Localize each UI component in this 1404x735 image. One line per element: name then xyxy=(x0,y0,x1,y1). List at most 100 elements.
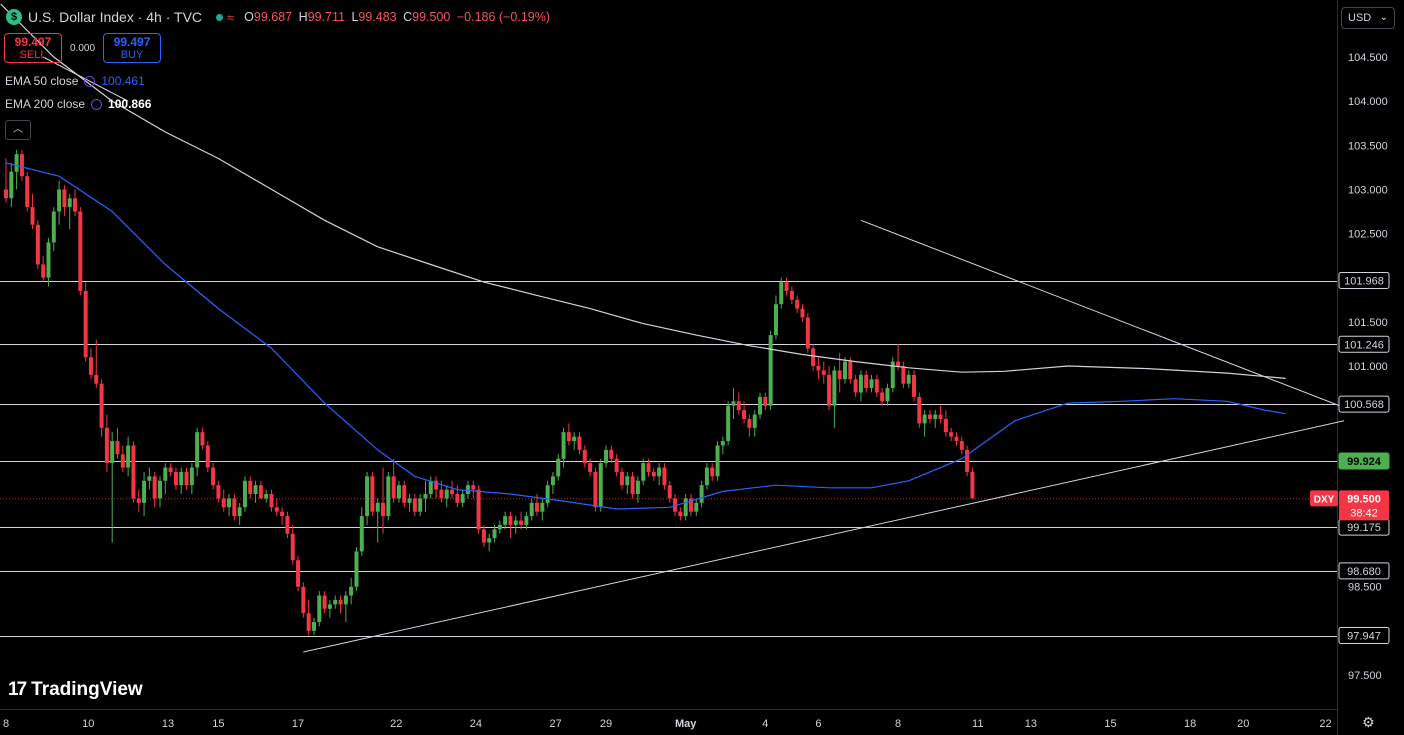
y-tick-label: 104.000 xyxy=(1348,96,1388,108)
candle-body xyxy=(720,441,725,446)
level-tag-box xyxy=(1338,562,1390,580)
gear-icon[interactable]: ⚙ xyxy=(1362,714,1375,730)
candle-body xyxy=(142,480,147,503)
candle xyxy=(758,392,763,419)
candle-body xyxy=(248,480,253,495)
candle xyxy=(736,392,741,415)
y-tick-label: 97.500 xyxy=(1348,670,1382,682)
candle xyxy=(296,555,301,592)
candle xyxy=(301,582,306,618)
candle xyxy=(327,599,332,618)
candle xyxy=(864,370,869,393)
candle xyxy=(444,485,449,508)
candle xyxy=(46,237,51,287)
candle-body xyxy=(731,401,736,406)
candle xyxy=(460,489,465,508)
candle-body xyxy=(301,586,306,614)
sell-button[interactable]: 99.497 SELL xyxy=(4,33,62,63)
ema200-legend[interactable]: EMA 200 close 100.866 xyxy=(5,97,151,111)
level-tag: 101.968 xyxy=(1338,272,1390,290)
candle-body xyxy=(195,432,200,468)
candle-body xyxy=(147,476,152,481)
candle xyxy=(152,471,157,508)
candle-body xyxy=(837,370,842,380)
candle-body xyxy=(795,299,800,309)
x-tick-label: 11 xyxy=(972,718,983,730)
level-tag-label: 97.947 xyxy=(1347,631,1381,643)
candle-body xyxy=(269,494,274,508)
candle xyxy=(311,617,316,636)
candle xyxy=(290,524,295,565)
ohlc-high-key: H xyxy=(298,10,308,24)
candle-body xyxy=(747,418,752,428)
candle-body xyxy=(439,489,444,499)
ema50-legend[interactable]: EMA 50 close 100.461 xyxy=(5,74,145,88)
candle xyxy=(662,463,667,490)
candle-body xyxy=(943,418,948,433)
candle xyxy=(582,445,587,468)
candle xyxy=(173,467,178,490)
candle-body xyxy=(200,432,205,446)
candle-body xyxy=(949,432,954,437)
symbol-title[interactable]: U.S. Dollar Index · 4h · TVC xyxy=(28,9,203,25)
candle-body xyxy=(349,586,354,596)
candle-body xyxy=(657,467,662,477)
candle xyxy=(19,149,24,181)
candle-body xyxy=(688,498,693,512)
candle xyxy=(418,494,423,517)
candle xyxy=(248,476,253,499)
candle xyxy=(163,463,168,495)
candle xyxy=(179,467,184,495)
candle-body xyxy=(110,441,115,464)
y-tick-label: 101.500 xyxy=(1348,317,1388,329)
candle-body xyxy=(779,282,784,305)
candle xyxy=(524,511,529,530)
candle-body xyxy=(25,176,30,208)
ohlc-close-value: 99.500 xyxy=(412,10,451,24)
candle-body xyxy=(481,529,486,543)
candle xyxy=(131,441,136,503)
candle-body xyxy=(858,374,863,393)
currency-label: USD xyxy=(1348,12,1372,24)
candle-body xyxy=(662,467,667,486)
candle-body xyxy=(407,498,412,503)
ohlc-close-key: C xyxy=(403,10,413,24)
candle-body xyxy=(418,498,423,512)
candle-body xyxy=(959,441,964,450)
candle xyxy=(221,489,226,512)
candle-body xyxy=(646,463,651,472)
x-tick-label: 29 xyxy=(600,718,612,730)
candle-body xyxy=(800,308,805,318)
candle-body xyxy=(704,467,709,486)
candle xyxy=(205,441,210,472)
level-tag: 99.924 xyxy=(1338,452,1390,470)
time-axis: 8 10 13 15 17 22 24 27 29 May 4 6 8 11 13 15 18 20 22 xyxy=(3,718,1332,730)
candle xyxy=(550,471,555,495)
candle-body xyxy=(152,476,157,499)
candle xyxy=(630,471,635,499)
candle xyxy=(747,414,752,437)
candle-body xyxy=(821,370,826,375)
candle-body xyxy=(832,370,837,406)
candle-body xyxy=(354,551,359,587)
wave-icon: ≈ xyxy=(227,9,235,25)
candle xyxy=(917,392,922,428)
candle xyxy=(784,277,789,296)
candle xyxy=(943,410,948,437)
candle-body xyxy=(311,622,316,631)
candle xyxy=(354,546,359,592)
candle-body xyxy=(487,538,492,543)
candle-body xyxy=(508,516,513,525)
candle xyxy=(450,480,455,499)
candle xyxy=(88,348,93,380)
level-tag-label: 101.968 xyxy=(1344,276,1384,288)
level-tag-label: 101.246 xyxy=(1344,339,1384,351)
candle xyxy=(381,467,386,534)
candle xyxy=(78,207,83,296)
candle xyxy=(67,193,72,230)
buy-button[interactable]: 99.497 BUY xyxy=(103,33,162,63)
tradingview-logo[interactable]: 17 TradingView xyxy=(8,679,143,701)
currency-select[interactable]: USD ⌄ xyxy=(1341,7,1395,29)
collapse-legend-button[interactable]: ︿ xyxy=(5,120,31,140)
